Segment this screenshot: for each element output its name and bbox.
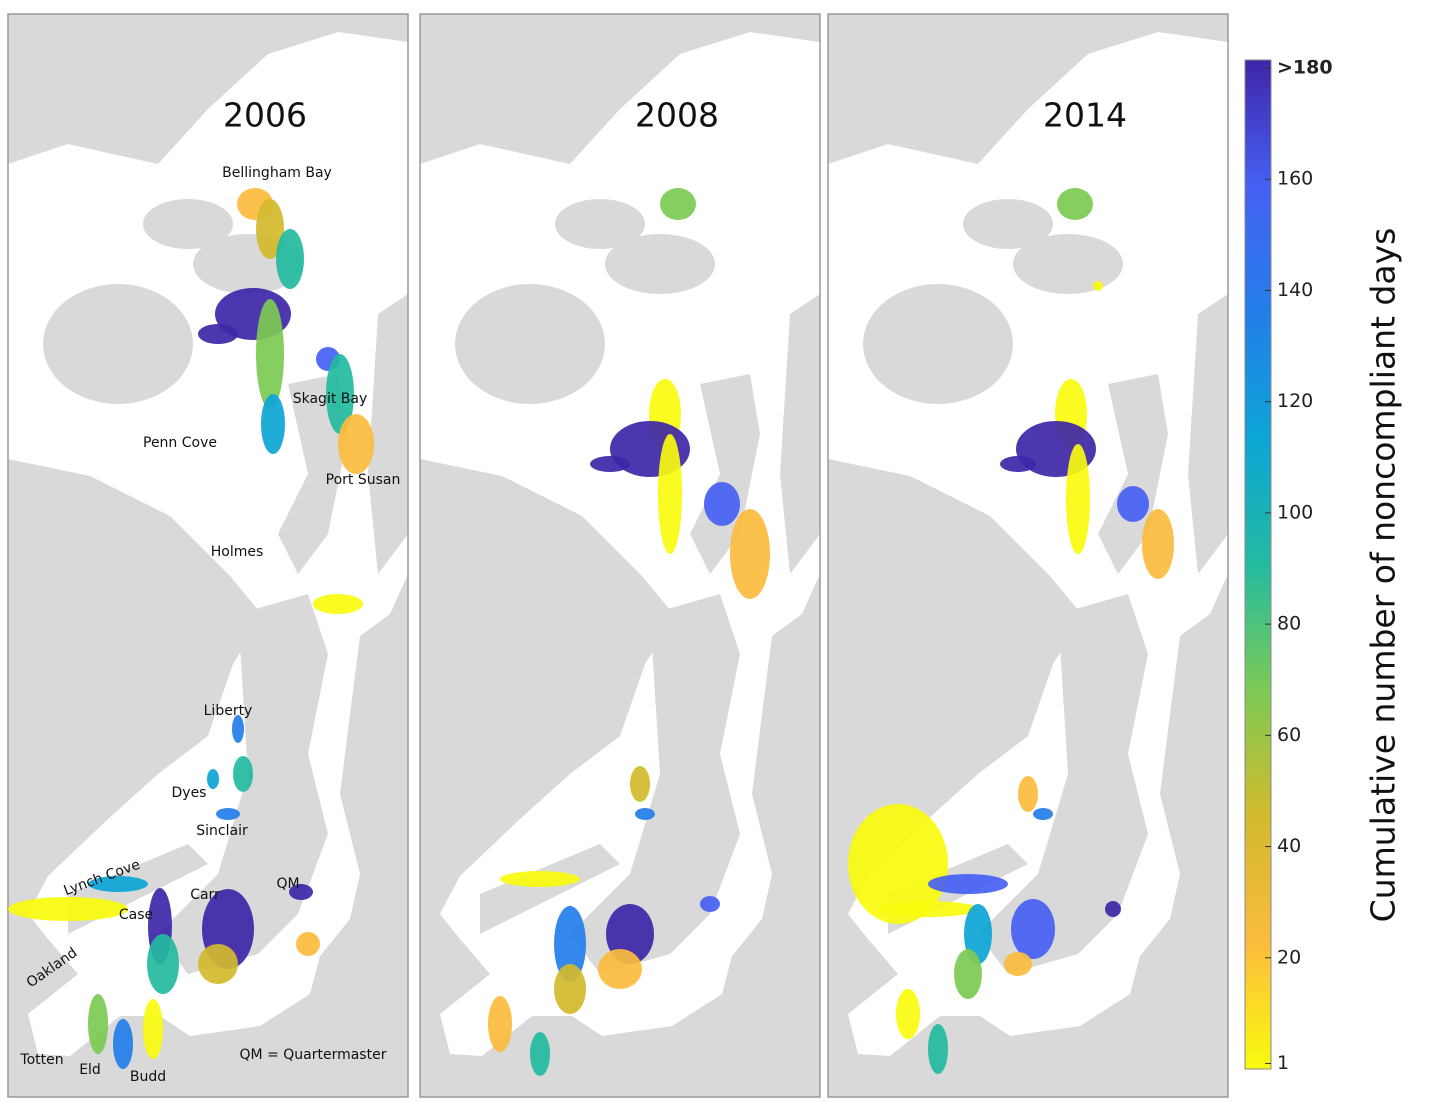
map-panel (827, 13, 1229, 1098)
panel-year: 2008 (635, 96, 719, 135)
hypoxia-patch (1018, 776, 1038, 812)
hypoxia-patch (232, 715, 244, 743)
hypoxia-patch (8, 897, 128, 921)
hypoxia-patch (313, 594, 363, 614)
hypoxia-patch (256, 299, 284, 409)
hypoxia-patch (256, 199, 284, 259)
place-label: Sinclair (196, 823, 248, 839)
colorbar-tick-label: 80 (1277, 613, 1301, 635)
hypoxia-patch (1033, 808, 1053, 820)
hypoxia-patch (233, 756, 253, 792)
hypoxia-patch (530, 1032, 550, 1076)
hypoxia-patch (730, 509, 770, 599)
hypoxia-patch (590, 456, 630, 472)
hypoxia-patch (147, 934, 179, 994)
hypoxia-patch (207, 769, 219, 789)
hypoxia-patch (1093, 281, 1103, 291)
hypoxia-patch (338, 414, 374, 474)
hypoxia-patch (554, 964, 586, 1014)
hypoxia-patch (488, 996, 512, 1052)
hypoxia-patch (1000, 456, 1036, 472)
place-label: Liberty (204, 703, 253, 719)
hypoxia-patch (598, 949, 642, 989)
hypoxia-patch (296, 932, 320, 956)
place-label: Case (119, 907, 153, 923)
place-label: Totten (19, 1052, 63, 1068)
hypoxia-patch (198, 944, 238, 984)
hypoxia-patch (658, 434, 682, 554)
colorbar-tick-label: 140 (1277, 279, 1313, 301)
map-panel (419, 13, 821, 1098)
hypoxia-patch (878, 901, 978, 917)
hypoxia-patch (326, 354, 354, 434)
place-label: Budd (130, 1069, 166, 1085)
panel-frame (827, 13, 1229, 1098)
hypoxia-patch (660, 188, 696, 220)
hypoxia-patch (1057, 188, 1093, 220)
hypoxia-patch (88, 876, 148, 892)
hypoxia-patch (261, 394, 285, 454)
map-panel (7, 13, 409, 1098)
colorbar-tick-label: 60 (1277, 724, 1301, 746)
hypoxia-patch (1004, 952, 1032, 976)
colorbar-tick-label: 40 (1277, 835, 1301, 857)
hypoxia-patch (143, 999, 163, 1059)
hypoxia-patch (289, 884, 313, 900)
hypoxia-patch (113, 1019, 133, 1069)
place-label: QM (276, 876, 299, 892)
place-label: Port Susan (326, 472, 401, 488)
place-label: Bellingham Bay (222, 165, 332, 181)
colorbar-tick-label: >180 (1277, 57, 1333, 79)
hypoxia-patch (88, 994, 108, 1054)
colorbar-tick-label: 1 (1277, 1052, 1289, 1074)
hypoxia-patch (554, 906, 586, 982)
place-label: Holmes (211, 544, 264, 560)
place-label: Carr (190, 887, 220, 903)
hypoxia-patch (276, 229, 304, 289)
hypoxia-patch (954, 949, 982, 999)
colorbar-title: Cumulative number of noncompliant days (1364, 228, 1403, 923)
place-label: Skagit Bay (293, 391, 368, 407)
hypoxia-patch (606, 904, 654, 964)
hypoxia-patch (700, 896, 720, 912)
colorbar (1244, 59, 1272, 1070)
hypoxia-patch (848, 804, 948, 924)
hypoxia-patch (964, 904, 992, 964)
hypoxia-patch (1142, 509, 1174, 579)
hypoxia-patch (896, 989, 920, 1039)
hypoxia-patch (1105, 901, 1121, 917)
place-label: Penn Cove (143, 435, 217, 451)
hypoxia-patch (500, 871, 580, 887)
hypoxia-patch (928, 1024, 948, 1074)
hypoxia-patch (704, 482, 740, 526)
hypoxia-patch (216, 808, 240, 820)
panel-frame (419, 13, 821, 1098)
place-label: Eld (79, 1062, 101, 1078)
colorbar-tick-label: 120 (1277, 390, 1313, 412)
hypoxia-patch (198, 324, 238, 344)
panel-frame (7, 13, 409, 1098)
panel-year: 2006 (223, 96, 307, 135)
hypoxia-patch (1066, 444, 1090, 554)
place-label: Dyes (172, 785, 207, 801)
colorbar-tick-label: 100 (1277, 501, 1313, 523)
hypoxia-patch (1117, 486, 1149, 522)
hypoxia-patch (928, 874, 1008, 894)
panel-year: 2014 (1043, 96, 1127, 135)
hypoxia-patch (630, 766, 650, 802)
hypoxia-patch (635, 808, 655, 820)
hypoxia-patch (1011, 899, 1055, 959)
map-note: QM = Quartermaster (240, 1047, 387, 1063)
colorbar-tick-label: 20 (1277, 946, 1301, 968)
colorbar-tick-label: 160 (1277, 168, 1313, 190)
